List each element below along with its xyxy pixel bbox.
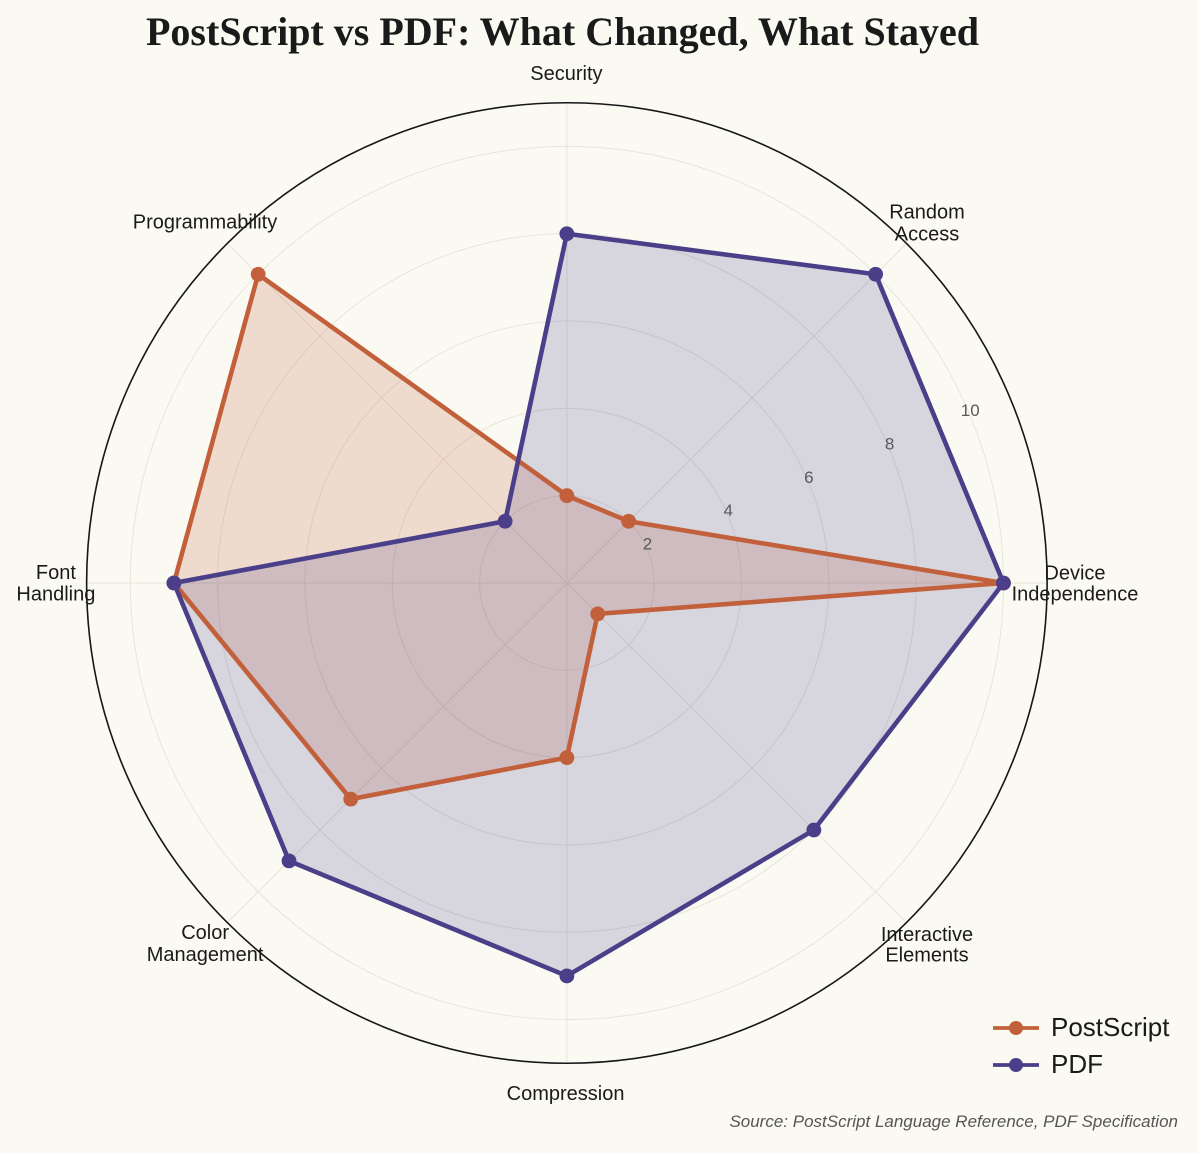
svg-text:Programmability: Programmability (133, 212, 277, 234)
svg-text:8: 8 (885, 434, 894, 453)
svg-text:Independence: Independence (1012, 583, 1139, 605)
svg-text:Compression: Compression (507, 1083, 625, 1105)
svg-text:Security: Security (530, 63, 602, 85)
svg-text:Management: Management (147, 944, 264, 966)
svg-text:Interactive: Interactive (881, 924, 973, 946)
svg-text:Random: Random (889, 201, 965, 223)
svg-text:6: 6 (804, 468, 813, 487)
svg-text:Elements: Elements (885, 944, 968, 966)
svg-text:10: 10 (961, 401, 980, 420)
svg-text:Font: Font (36, 562, 76, 584)
svg-text:2: 2 (643, 535, 652, 554)
svg-text:4: 4 (723, 501, 732, 520)
svg-text:Access: Access (895, 224, 959, 246)
svg-text:Device: Device (1044, 562, 1105, 584)
svg-text:Color: Color (181, 922, 229, 944)
svg-text:Handling: Handling (16, 584, 95, 606)
